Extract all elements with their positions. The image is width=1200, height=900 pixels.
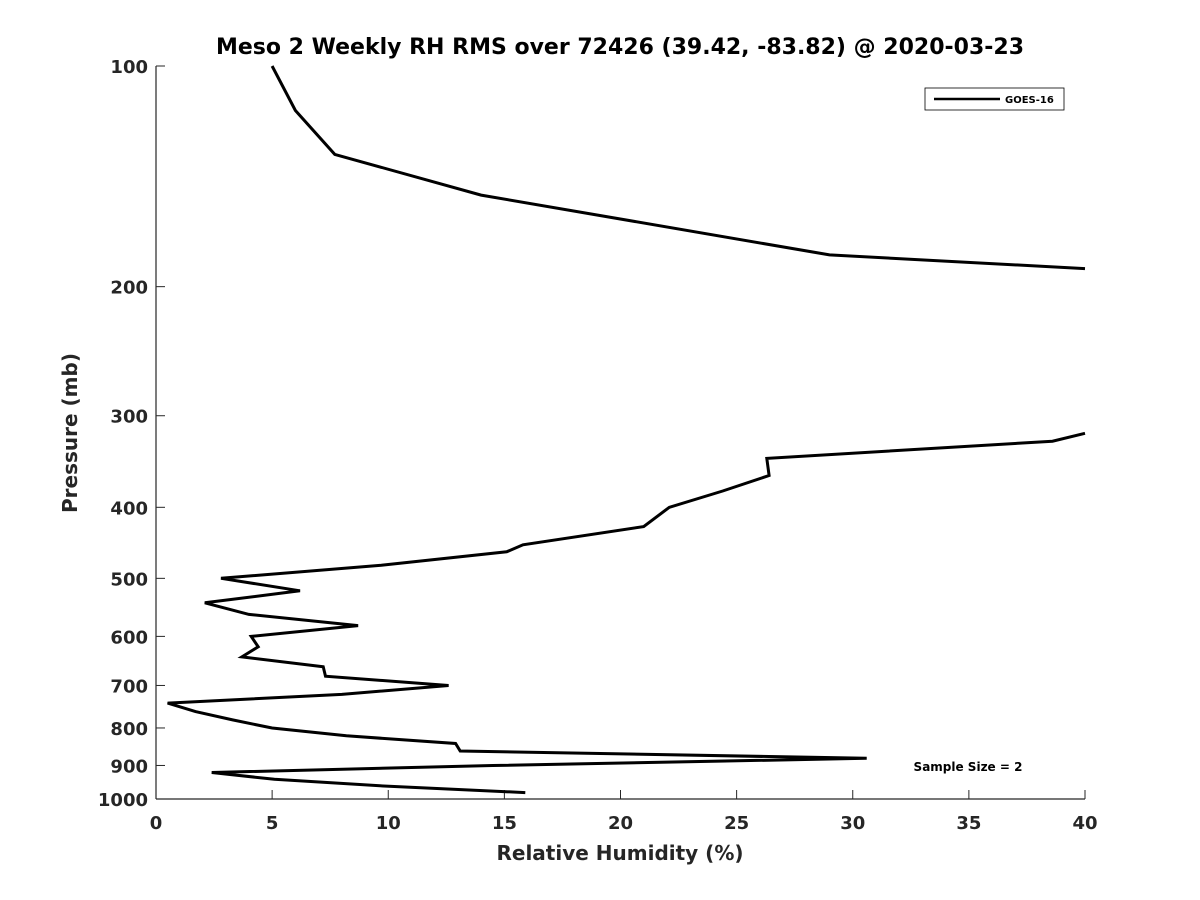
x-tick-label: 15 xyxy=(492,813,517,834)
sample-size-annotation: Sample Size = 2 xyxy=(914,760,1023,774)
y-axis-label: Pressure (mb) xyxy=(58,353,82,513)
x-tick-label: 40 xyxy=(1072,813,1097,834)
x-axis-label: Relative Humidity (%) xyxy=(496,841,743,865)
y-ticks: 100 200 300 400 500 600 700 800 900 1000 xyxy=(98,57,165,811)
legend-label-goes-16: GOES-16 xyxy=(1005,95,1054,106)
y-tick-label: 800 xyxy=(110,719,148,740)
legend: GOES-16 xyxy=(924,87,1065,111)
x-tick-label: 25 xyxy=(724,813,749,834)
y-tick-label: 200 xyxy=(110,278,148,299)
x-ticks: 0 5 10 15 20 25 30 35 40 xyxy=(150,790,1098,834)
y-tick-label: 500 xyxy=(110,569,148,590)
y-tick-label: 400 xyxy=(110,498,148,519)
y-tick-label: 100 xyxy=(110,57,148,78)
plot-area xyxy=(155,66,1085,800)
y-tick-label: 900 xyxy=(110,756,148,777)
series-line-goes-16 xyxy=(270,65,1086,271)
y-tick-label: 600 xyxy=(110,627,148,648)
x-tick-label: 35 xyxy=(956,813,981,834)
x-tick-label: 10 xyxy=(376,813,401,834)
series-layer xyxy=(167,65,1086,795)
x-tick-label: 20 xyxy=(608,813,633,834)
y-tick-label: 300 xyxy=(110,407,148,428)
x-tick-label: 5 xyxy=(266,813,279,834)
y-tick-label: 1000 xyxy=(98,790,148,811)
series-line-goes-16 xyxy=(167,431,1086,795)
y-tick-label: 700 xyxy=(110,676,148,697)
x-tick-label: 0 xyxy=(150,813,163,834)
x-tick-label: 30 xyxy=(840,813,865,834)
chart-title: Meso 2 Weekly RH RMS over 72426 (39.42, … xyxy=(216,35,1024,60)
